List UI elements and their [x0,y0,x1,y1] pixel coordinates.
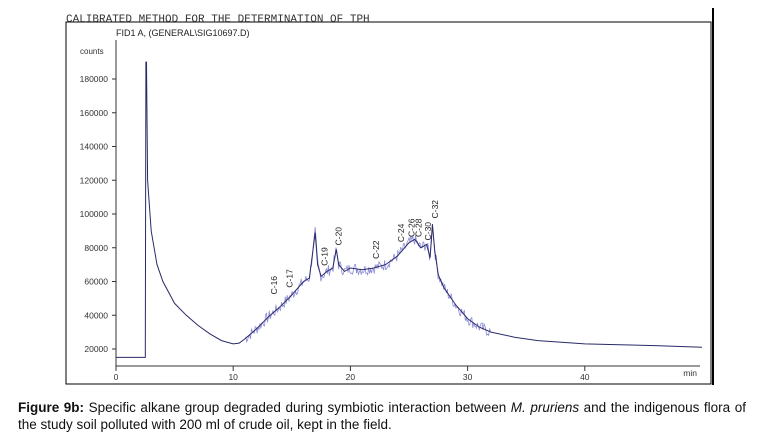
peak-label-group: C-16 C-17 C-19 C-20 C-22 C-24 C-26C-28 C-30 C-32 [269,200,440,295]
peak-label: C-26 [406,218,416,237]
y-tick-label: 40000 [84,310,108,320]
x-tick-label: 10 [228,372,238,382]
x-tick-label: 30 [463,372,473,382]
y-tick-label: 20000 [84,344,108,354]
chart-frame [65,21,712,385]
y-tick-label: 80000 [84,243,108,253]
peak-label: C-30 [423,222,433,241]
y-tick-label: 120000 [80,175,109,185]
peak-label: C-20 [334,227,344,246]
x-tick-group: 0 10 20 30 40 min [114,366,697,382]
peak-label: C-16 [269,276,279,295]
x-tick-label: 0 [114,372,119,382]
noise-trace [244,226,491,344]
x-tick-label: 20 [346,372,356,382]
chromatogram-trace [116,61,703,358]
figure-caption: Figure 9b: Specific alkane group degrade… [18,399,746,433]
y-tick-label: 100000 [80,209,109,219]
peak-label: C-32 [430,200,440,219]
y-tick-label: 140000 [80,142,109,152]
y-axis-label: counts [80,47,104,56]
trace-label: FID1 A, (GENERAL\SIG10697.D) [116,28,250,38]
peak-label: C-28 [413,218,423,237]
peak-label: C-22 [371,240,381,259]
y-tick-group: 20000 40000 60000 80000 100000 120000 140000 16… [80,74,116,354]
y-tick-label: 160000 [80,108,109,118]
peak-label: C-19 [320,247,330,266]
y-tick-label: 180000 [80,74,109,84]
caption-text-1: Specific alkane group degraded during sy… [84,400,511,415]
species-name: M. pruriens [510,400,580,415]
y-tick-label: 60000 [84,277,108,287]
figure-label: Figure 9b: [18,400,85,415]
x-axis-label: min [683,368,697,378]
peak-label: C-17 [285,269,295,288]
baseline-noise [244,226,491,344]
peak-label: C-24 [396,223,406,242]
x-tick-label: 40 [580,372,590,382]
caption-text-2: and the indigenous flora of the study so… [18,400,746,432]
chart-header: CALIBRATED METHOD FOR THE DETERMINATION … [66,14,370,26]
